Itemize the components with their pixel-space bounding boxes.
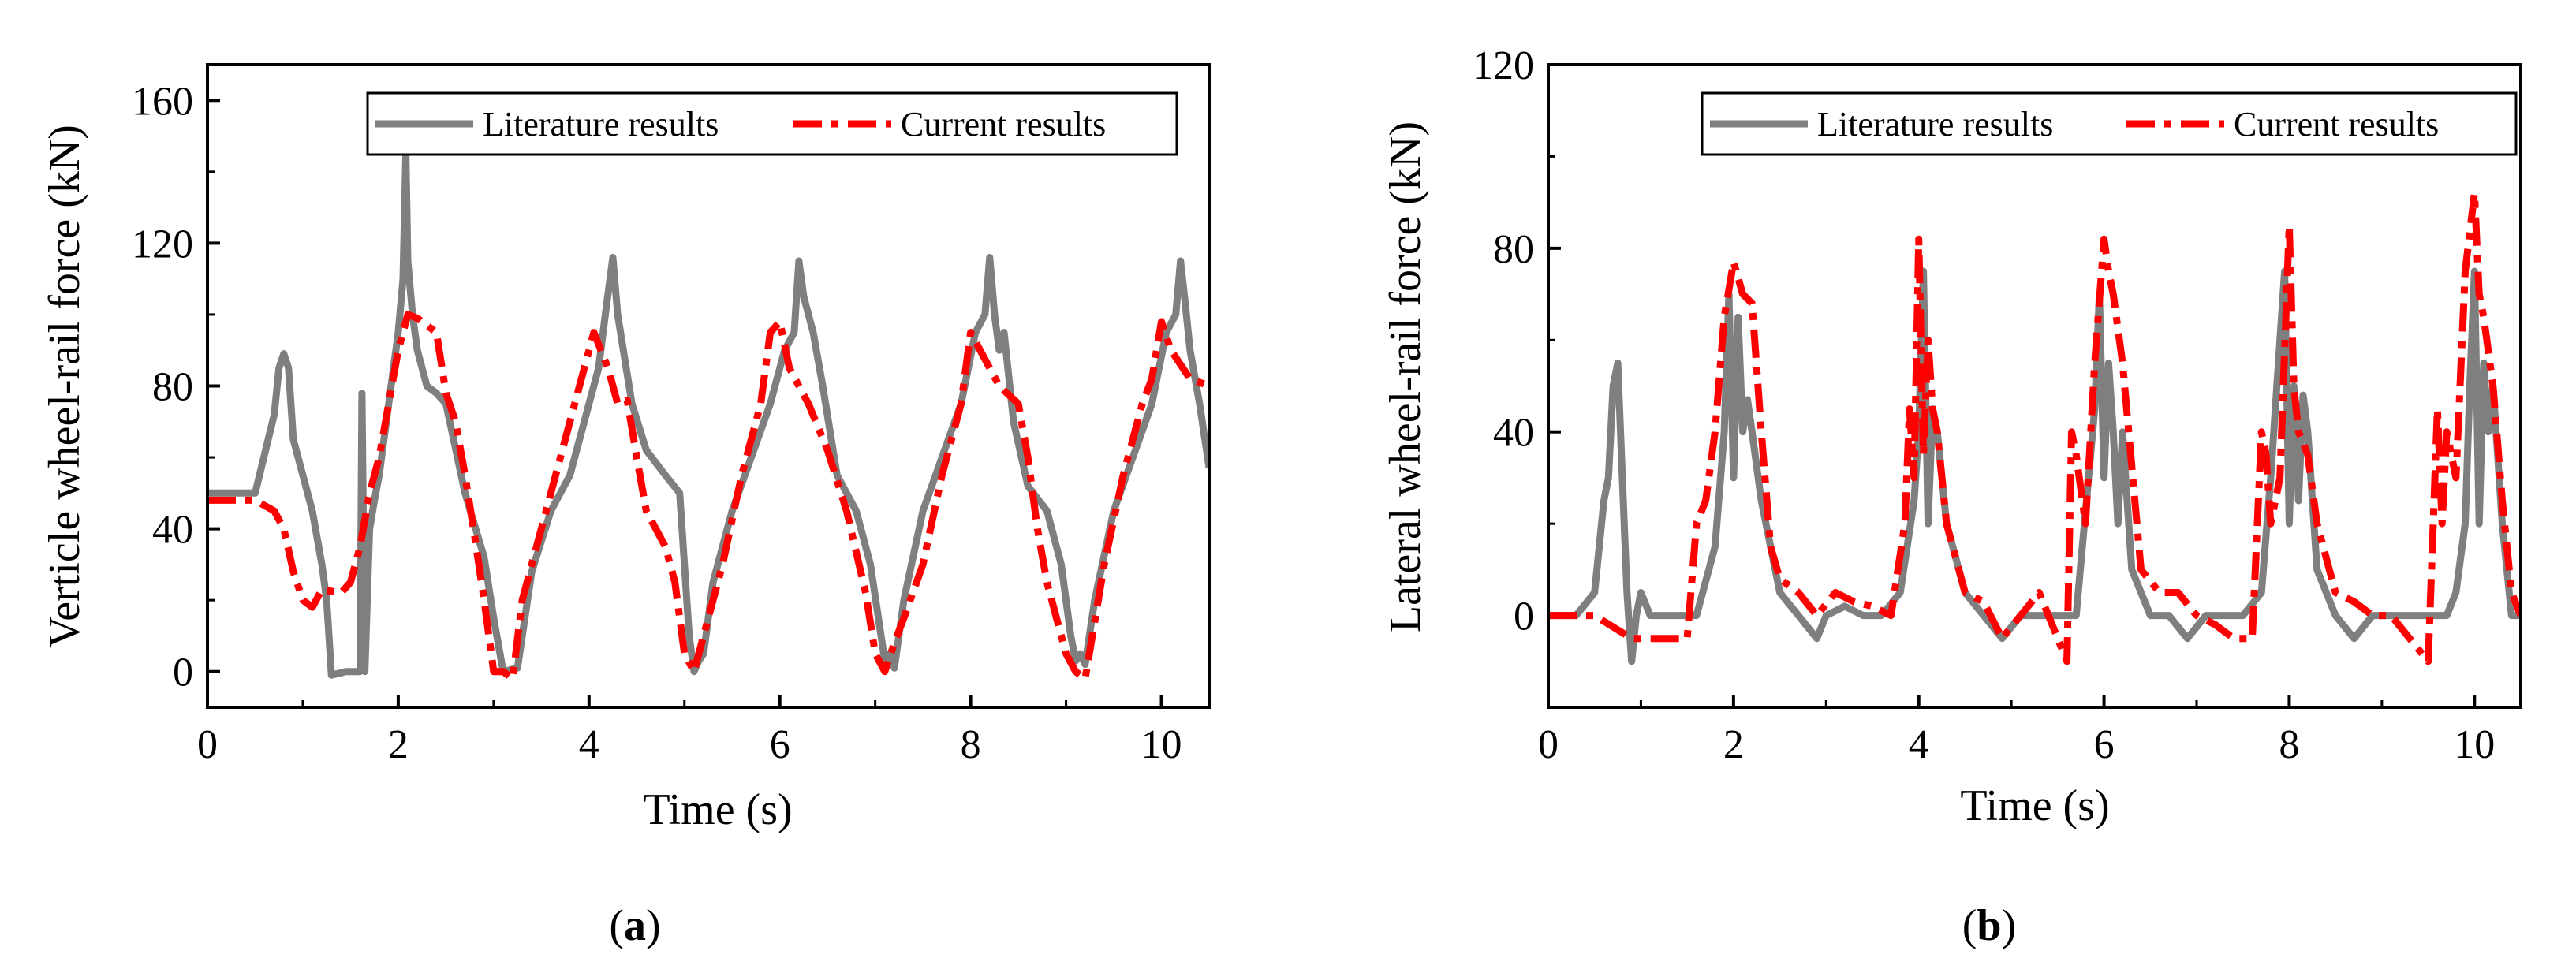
legend-b: Literature results Current results	[1701, 91, 2518, 156]
y-ticks-a: 0 40 80 120 160	[132, 79, 220, 695]
y-tick-label: 120	[132, 222, 193, 267]
plot-area-b	[1548, 189, 2521, 665]
x-axis-title-b: Time (s)	[1960, 781, 2109, 830]
y-ticks-b: 0 40 80 120	[1473, 43, 1561, 639]
x-tick-label: 8	[961, 722, 981, 767]
x-tick-label: 2	[1723, 722, 1744, 767]
x-tick-label: 6	[2094, 722, 2115, 767]
x-ticks-a: 0 2 4 6 8 10	[197, 695, 1182, 767]
y-tick-label: 80	[1493, 227, 1534, 272]
x-tick-label: 10	[2454, 722, 2495, 767]
series-line-current-b	[1548, 189, 2521, 665]
legend-a: Literature results Current results	[366, 91, 1178, 156]
panel-label-a: (a)	[609, 901, 660, 950]
y-tick-label: 40	[152, 508, 193, 553]
legend-box-b	[1701, 91, 2518, 156]
x-tick-label: 6	[770, 722, 790, 767]
chart-a: 0 40 80 120 160 0 2 4 6 8 10 Literature results C…	[40, 63, 1211, 950]
series-line-literature-a	[207, 150, 1209, 679]
y-tick-label: 160	[132, 79, 193, 124]
legend-label-current-b: Current results	[2234, 105, 2439, 144]
y-tick-label: 120	[1473, 43, 1534, 88]
panel-label-b: (b)	[1962, 901, 2016, 950]
plot-area-a	[207, 150, 1209, 683]
y-axis-title-b: Lateral wheel-rail force (kN)	[1381, 121, 1430, 632]
x-ticks-b: 0 2 4 6 8 10	[1538, 695, 2495, 767]
x-axis-title-a: Time (s)	[643, 785, 792, 834]
legend-label-current-a: Current results	[901, 105, 1106, 144]
x-tick-label: 0	[197, 722, 218, 767]
plot-frame-a	[206, 63, 1211, 709]
y-tick-label: 40	[1493, 411, 1534, 456]
legend-box-a	[366, 91, 1178, 156]
x-tick-label: 10	[1141, 722, 1182, 767]
x-tick-label: 2	[388, 722, 409, 767]
x-tick-label: 4	[1909, 722, 1929, 767]
legend-label-literature-a: Literature results	[483, 105, 719, 144]
x-tick-label: 0	[1538, 722, 1559, 767]
y-axis-title-a: Verticle wheel-rail force (kN)	[40, 125, 89, 648]
legend-label-literature-b: Literature results	[1817, 105, 2053, 144]
panel-letter-a: a	[624, 901, 646, 950]
chart-b: 0 40 80 120 0 2 4 6 8 10 Literature results Curr…	[1381, 43, 2522, 950]
x-tick-label: 4	[579, 722, 599, 767]
y-tick-label: 0	[173, 651, 193, 695]
series-line-literature-b	[1548, 267, 2521, 665]
panel-letter-b: b	[1977, 901, 2001, 950]
x-tick-label: 8	[2279, 722, 2299, 767]
y-tick-label: 80	[152, 365, 193, 410]
y-tick-label: 0	[1514, 595, 1534, 639]
series-line-current-a	[207, 311, 1209, 683]
plot-frame-b	[1547, 63, 2522, 709]
